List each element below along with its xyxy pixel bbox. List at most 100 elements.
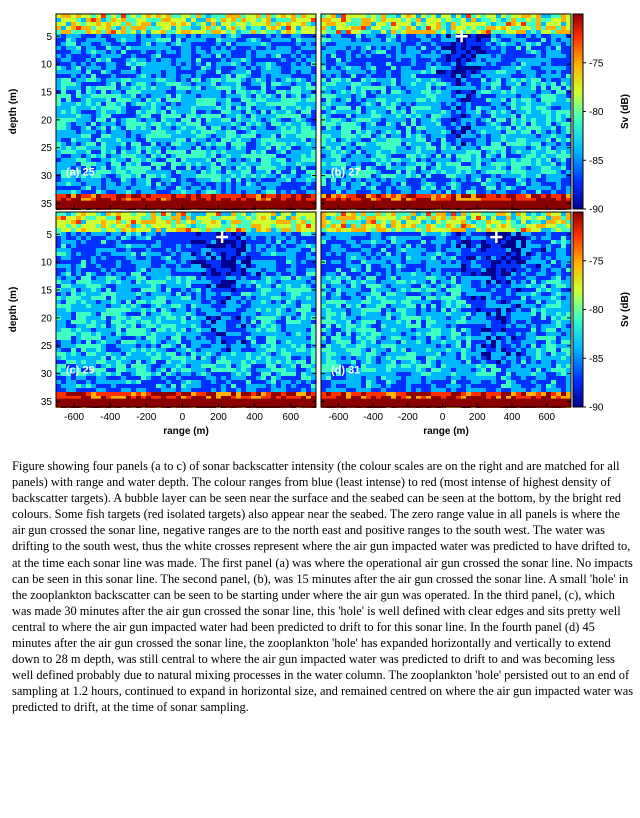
sonar-cell xyxy=(131,150,136,154)
sonar-cell xyxy=(561,190,566,194)
sonar-cell xyxy=(391,134,396,138)
sonar-cell xyxy=(266,170,271,174)
sonar-cell xyxy=(406,162,411,166)
sonar-cell xyxy=(81,106,86,110)
sonar-cell xyxy=(471,54,476,58)
sonar-cell xyxy=(151,186,156,190)
sonar-cell xyxy=(351,170,356,174)
sonar-cell xyxy=(561,150,566,154)
sonar-cell xyxy=(206,178,211,182)
sonar-cell xyxy=(281,70,286,74)
sonar-cell xyxy=(221,126,226,130)
sonar-cell xyxy=(161,50,166,54)
sonar-cell xyxy=(306,42,311,46)
sonar-cell xyxy=(356,146,361,150)
sonar-cell xyxy=(146,110,151,114)
sonar-cell xyxy=(126,138,131,142)
sonar-cell xyxy=(286,114,291,118)
sonar-cell xyxy=(111,26,116,30)
sonar-cell xyxy=(111,146,116,150)
sonar-cell xyxy=(241,78,246,82)
sonar-cell xyxy=(151,126,156,130)
sonar-cell xyxy=(241,166,246,170)
sonar-cell xyxy=(391,18,396,22)
sonar-cell xyxy=(116,86,121,90)
sonar-cell xyxy=(266,174,271,178)
sonar-cell xyxy=(326,194,331,198)
sonar-cell xyxy=(156,174,161,178)
sonar-cell xyxy=(256,110,261,114)
sonar-cell xyxy=(246,14,251,18)
sonar-cell xyxy=(351,54,356,58)
sonar-cell xyxy=(176,70,181,74)
sonar-cell xyxy=(286,90,291,94)
sonar-cell xyxy=(301,74,306,78)
sonar-cell xyxy=(91,122,96,126)
sonar-cell xyxy=(246,86,251,90)
sonar-cell xyxy=(451,82,456,86)
sonar-cell xyxy=(81,78,86,82)
sonar-cell xyxy=(311,14,316,18)
sonar-cell xyxy=(231,82,236,86)
sonar-cell xyxy=(531,98,536,102)
sonar-cell xyxy=(531,70,536,74)
sonar-cell xyxy=(426,114,431,118)
sonar-cell xyxy=(501,82,506,86)
sonar-cell xyxy=(356,194,361,198)
sonar-cell xyxy=(361,154,366,158)
sonar-cell xyxy=(321,134,326,138)
sonar-cell xyxy=(266,94,271,98)
sonar-cell xyxy=(131,114,136,118)
sonar-cell xyxy=(156,130,161,134)
sonar-cell xyxy=(561,98,566,102)
sonar-cell xyxy=(301,158,306,162)
sonar-cell xyxy=(121,26,126,30)
sonar-cell xyxy=(201,118,206,122)
sonar-cell xyxy=(141,186,146,190)
sonar-cell xyxy=(236,122,241,126)
sonar-cell xyxy=(191,190,196,194)
sonar-cell xyxy=(486,54,491,58)
sonar-cell xyxy=(96,130,101,134)
sonar-cell xyxy=(326,86,331,90)
sonar-cell xyxy=(476,150,481,154)
sonar-cell xyxy=(111,42,116,46)
sonar-cell xyxy=(371,158,376,162)
sonar-cell xyxy=(241,198,246,202)
sonar-cell xyxy=(436,50,441,54)
sonar-cell xyxy=(506,94,511,98)
sonar-cell xyxy=(96,178,101,182)
sonar-cell xyxy=(191,26,196,30)
sonar-cell xyxy=(396,122,401,126)
sonar-cell xyxy=(226,14,231,18)
sonar-cell xyxy=(506,38,511,42)
sonar-cell xyxy=(111,114,116,118)
sonar-cell xyxy=(476,66,481,70)
sonar-cell xyxy=(381,86,386,90)
sonar-cell xyxy=(381,118,386,122)
sonar-cell xyxy=(86,82,91,86)
sonar-cell xyxy=(81,26,86,30)
sonar-cell xyxy=(481,74,486,78)
sonar-cell xyxy=(401,50,406,54)
sonar-cell xyxy=(561,166,566,170)
sonar-cell xyxy=(541,122,546,126)
sonar-cell xyxy=(566,94,571,98)
sonar-cell xyxy=(511,194,516,198)
sonar-cell xyxy=(241,34,246,38)
sonar-cell xyxy=(126,118,131,122)
sonar-cell xyxy=(361,54,366,58)
sonar-cell xyxy=(106,114,111,118)
sonar-cell xyxy=(96,122,101,126)
sonar-cell xyxy=(366,110,371,114)
sonar-cell xyxy=(211,182,216,186)
sonar-cell xyxy=(281,38,286,42)
sonar-cell xyxy=(516,114,521,118)
sonar-cell xyxy=(96,126,101,130)
sonar-cell xyxy=(366,22,371,26)
sonar-cell xyxy=(191,54,196,58)
sonar-cell xyxy=(566,70,571,74)
sonar-cell xyxy=(496,142,501,146)
sonar-cell xyxy=(91,86,96,90)
sonar-cell xyxy=(91,106,96,110)
